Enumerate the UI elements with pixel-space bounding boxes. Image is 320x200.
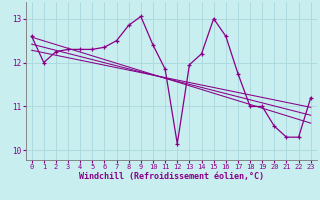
X-axis label: Windchill (Refroidissement éolien,°C): Windchill (Refroidissement éolien,°C) bbox=[79, 172, 264, 181]
